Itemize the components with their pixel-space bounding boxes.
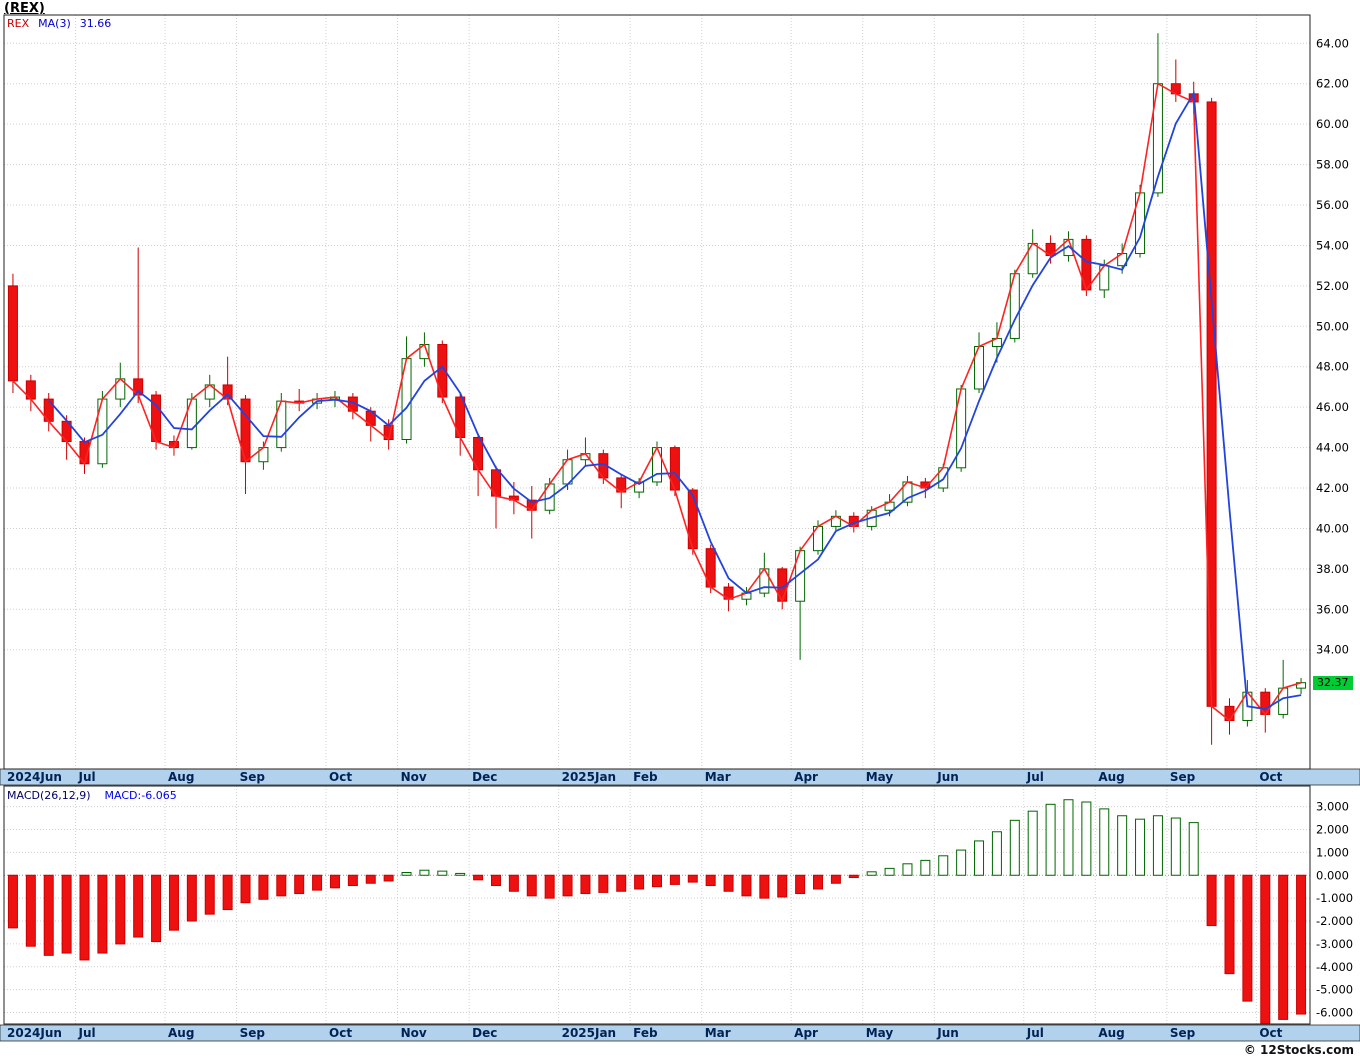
x-axis-band-price bbox=[0, 768, 1360, 786]
svg-text:Sep: Sep bbox=[1170, 770, 1196, 784]
svg-text:62.00: 62.00 bbox=[1316, 77, 1349, 91]
price-plot-border bbox=[3, 14, 1311, 770]
copyright-watermark: © 12Stocks.com bbox=[1243, 1043, 1354, 1056]
svg-text:Jul: Jul bbox=[1026, 1026, 1044, 1040]
svg-text:Sep: Sep bbox=[240, 770, 266, 784]
svg-text:2024Jun: 2024Jun bbox=[7, 1026, 62, 1040]
x-axis-band-macd bbox=[0, 1024, 1360, 1042]
svg-text:-4.000: -4.000 bbox=[1316, 960, 1353, 974]
ma3-line bbox=[48, 90, 1302, 710]
svg-text:Oct: Oct bbox=[329, 1026, 352, 1040]
svg-text:0.000: 0.000 bbox=[1316, 868, 1349, 882]
svg-text:-1.000: -1.000 bbox=[1316, 891, 1353, 905]
svg-text:Apr: Apr bbox=[794, 770, 818, 784]
svg-text:2025Jan: 2025Jan bbox=[562, 770, 617, 784]
price-axis-labels: 64.00 62.00 60.00 58.00 56.00 54.00 52.00 50.00… bbox=[1316, 36, 1353, 1019]
overlay-lines bbox=[12, 82, 1302, 722]
svg-text:2.000: 2.000 bbox=[1316, 822, 1349, 836]
svg-text:58.00: 58.00 bbox=[1316, 158, 1349, 172]
svg-text:Apr: Apr bbox=[794, 1026, 818, 1040]
svg-text:Nov: Nov bbox=[401, 1026, 427, 1040]
svg-text:Sep: Sep bbox=[240, 1026, 266, 1040]
svg-text:Aug: Aug bbox=[168, 770, 194, 784]
macd-legend: MACD(26,12,9) MACD:-6.065 bbox=[7, 789, 177, 802]
svg-text:46.00: 46.00 bbox=[1316, 400, 1349, 414]
svg-text:Jun: Jun bbox=[936, 770, 959, 784]
svg-text:2024Jun: 2024Jun bbox=[7, 770, 62, 784]
svg-text:May: May bbox=[866, 1026, 894, 1040]
svg-text:44.00: 44.00 bbox=[1316, 441, 1349, 455]
svg-text:3.000: 3.000 bbox=[1316, 800, 1349, 814]
svg-text:Aug: Aug bbox=[1098, 770, 1124, 784]
svg-text:Oct: Oct bbox=[1259, 770, 1282, 784]
svg-text:Dec: Dec bbox=[472, 1026, 497, 1040]
legend-ma-label: MA(3) bbox=[38, 17, 71, 30]
svg-text:Dec: Dec bbox=[472, 770, 497, 784]
svg-text:54.00: 54.00 bbox=[1316, 238, 1349, 252]
svg-text:-2.000: -2.000 bbox=[1316, 914, 1353, 928]
svg-text:Feb: Feb bbox=[633, 1026, 658, 1040]
svg-text:48.00: 48.00 bbox=[1316, 360, 1349, 374]
gridlines bbox=[4, 15, 1310, 1024]
svg-text:42.00: 42.00 bbox=[1316, 481, 1349, 495]
svg-text:2025Jan: 2025Jan bbox=[562, 1026, 617, 1040]
svg-text:-3.000: -3.000 bbox=[1316, 937, 1353, 951]
page-title: (REX) bbox=[4, 1, 45, 16]
svg-text:Aug: Aug bbox=[1098, 1026, 1124, 1040]
legend-ma-value: 31.66 bbox=[79, 17, 112, 30]
svg-text:38.00: 38.00 bbox=[1316, 562, 1349, 576]
macd-current-value: MACD:-6.065 bbox=[104, 789, 177, 802]
svg-text:Jul: Jul bbox=[1026, 770, 1044, 784]
svg-text:Oct: Oct bbox=[329, 770, 352, 784]
svg-text:64.00: 64.00 bbox=[1316, 36, 1349, 50]
main-chart-legend: REX MA(3) 31.66 bbox=[7, 17, 120, 30]
svg-text:34.00: 34.00 bbox=[1316, 643, 1349, 657]
last-price-tag: 32.37 bbox=[1313, 675, 1353, 690]
svg-text:Mar: Mar bbox=[705, 770, 731, 784]
svg-text:36.00: 36.00 bbox=[1316, 602, 1349, 616]
svg-text:Oct: Oct bbox=[1259, 1026, 1282, 1040]
svg-text:Jun: Jun bbox=[936, 1026, 959, 1040]
svg-text:56.00: 56.00 bbox=[1316, 198, 1349, 212]
svg-text:Jul: Jul bbox=[78, 1026, 96, 1040]
macd-params-label: MACD(26,12,9) bbox=[7, 789, 91, 802]
svg-text:-5.000: -5.000 bbox=[1316, 983, 1353, 997]
macd-plot-border bbox=[3, 785, 1311, 1025]
axis-bands: 2024Jun Jul Aug Sep Oct Nov Dec 2025Jan Feb Mar Ap… bbox=[0, 768, 1360, 1042]
price-close-line bbox=[12, 82, 1302, 722]
svg-text:50.00: 50.00 bbox=[1316, 319, 1349, 333]
svg-text:Nov: Nov bbox=[401, 770, 427, 784]
svg-text:-6.000: -6.000 bbox=[1316, 1006, 1353, 1020]
svg-text:Sep: Sep bbox=[1170, 1026, 1196, 1040]
svg-text:Feb: Feb bbox=[633, 770, 658, 784]
svg-text:52.00: 52.00 bbox=[1316, 279, 1349, 293]
legend-symbol: REX bbox=[7, 17, 30, 30]
svg-text:Aug: Aug bbox=[168, 1026, 194, 1040]
svg-text:Mar: Mar bbox=[705, 1026, 731, 1040]
svg-text:1.000: 1.000 bbox=[1316, 845, 1349, 859]
macd-histogram bbox=[7, 799, 1307, 1025]
candlestick-series bbox=[7, 33, 1307, 745]
svg-text:40.00: 40.00 bbox=[1316, 521, 1349, 535]
svg-text:Jul: Jul bbox=[78, 770, 96, 784]
svg-text:60.00: 60.00 bbox=[1316, 117, 1349, 131]
svg-text:May: May bbox=[866, 770, 894, 784]
